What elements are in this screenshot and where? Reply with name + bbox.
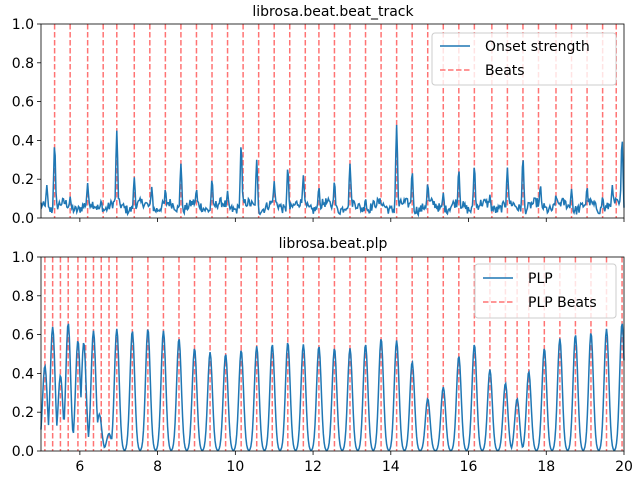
beat-lines (53, 24, 617, 218)
plp-beats-legend-label: PLP Beats (528, 295, 597, 311)
plp-legend: PLP PLP Beats (474, 263, 617, 319)
plp-y-ticks: 0.0 0.2 0.4 0.6 0.8 1.0 (12, 250, 41, 460)
onset-legend-label: Onset strength (485, 39, 590, 55)
onset-strength-line (40, 124, 625, 218)
x-tick-label: 18 (537, 459, 555, 475)
y-tick-label: 0.4 (12, 133, 34, 149)
plp-panel-frame (40, 256, 625, 452)
onset-y-ticks: 0.0 0.2 0.4 0.6 0.8 1.0 (12, 17, 41, 227)
onset-strength-panel: librosa.beat.beat_track 0.0 0.2 0.4 0.6 0.8 1… (12, 4, 625, 227)
plp-legend-label: PLP (528, 271, 553, 287)
onset-legend: Onset strength Beats (431, 32, 617, 86)
plp-x-ticks: 6 8 10 12 14 16 18 20 (75, 451, 633, 475)
x-tick-label: 14 (382, 459, 400, 475)
onset-panel-title: librosa.beat.beat_track (252, 4, 414, 20)
x-tick-label: 20 (615, 459, 633, 475)
x-tick-label: 6 (75, 459, 84, 475)
y-tick-label: 0.2 (12, 172, 34, 188)
x-tick-label: 8 (153, 459, 162, 475)
onset-panel-frame (40, 23, 625, 219)
y-tick-label: 1.0 (12, 17, 34, 33)
y-tick-label: 0.6 (12, 328, 34, 344)
plp-panel-title: librosa.beat.plp (279, 236, 388, 252)
y-tick-label: 0.8 (12, 56, 34, 72)
y-tick-label: 1.0 (12, 250, 34, 266)
y-tick-label: 0.0 (12, 211, 34, 227)
y-tick-label: 0.8 (12, 289, 34, 305)
x-tick-label: 10 (226, 459, 244, 475)
y-tick-label: 0.6 (12, 95, 34, 111)
beats-legend-label: Beats (485, 63, 525, 79)
x-tick-label: 12 (304, 459, 322, 475)
onset-legend-box (431, 32, 617, 86)
y-tick-label: 0.2 (12, 405, 34, 421)
y-tick-label: 0.4 (12, 366, 34, 382)
y-tick-label: 0.0 (12, 444, 34, 460)
plp-panel: librosa.beat.plp 0.0 0.2 0.4 0.6 0.8 1.0 6 8 10… (12, 236, 633, 475)
plp-line (40, 323, 625, 452)
onset-x-ticks (79, 218, 625, 222)
x-tick-label: 16 (460, 459, 478, 475)
